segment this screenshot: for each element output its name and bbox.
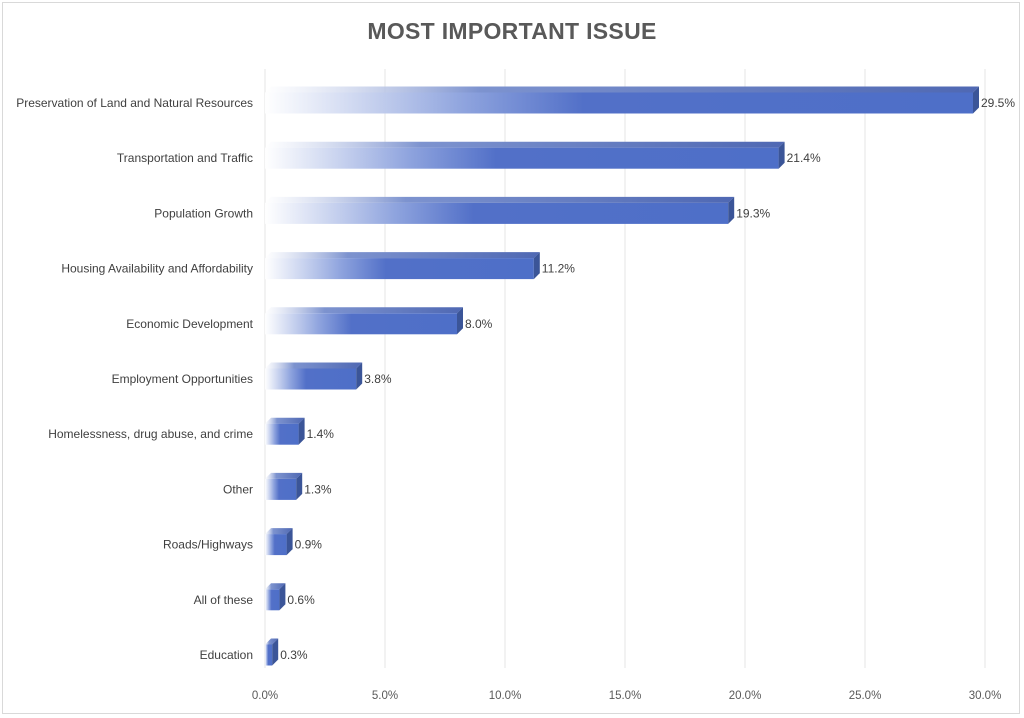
data-label: 19.3% (736, 206, 770, 220)
data-label: 29.5% (981, 96, 1015, 110)
data-label: 0.9% (295, 538, 323, 552)
bar-chart: MOST IMPORTANT ISSUE 29.5% 21.4% 19.3% 11.2… (16, 18, 1015, 702)
bar (265, 534, 287, 556)
bar (265, 478, 297, 500)
bar (265, 313, 457, 335)
bar-end-face (356, 362, 363, 390)
data-label: 8.0% (465, 317, 493, 331)
gridlines (264, 69, 986, 668)
x-tick-label: 20.0% (729, 690, 762, 702)
category-labels: Preservation of Land and Natural Resourc… (16, 96, 253, 662)
x-tick-label: 5.0% (372, 690, 398, 702)
bar-top-face (265, 141, 785, 148)
x-tick-label: 0.0% (252, 690, 278, 702)
bar (265, 423, 299, 445)
bar-end-face (279, 583, 286, 611)
category-label: Population Growth (154, 206, 253, 220)
data-label: 3.8% (364, 372, 392, 386)
bar-end-face (533, 252, 540, 280)
x-tick-label: 30.0% (969, 690, 1002, 702)
x-axis-ticks: 0.0% 5.0% 10.0% 15.0% 20.0% 25.0% 30.0% (252, 690, 1001, 702)
bar (265, 589, 280, 611)
bar (265, 147, 779, 169)
bar-end-face (296, 472, 303, 500)
bar-end-face (272, 638, 279, 666)
data-label: 21.4% (787, 151, 821, 165)
bar-top-face (265, 472, 303, 479)
bar-end-face (778, 141, 785, 169)
data-label: 0.6% (287, 593, 315, 607)
bar-top-face (265, 583, 286, 590)
data-label: 0.3% (280, 648, 308, 662)
bar-end-face (457, 307, 463, 335)
bar-top-face (265, 417, 305, 424)
data-label: 11.2% (542, 262, 575, 276)
bar-top-face (265, 252, 540, 259)
chart-title: MOST IMPORTANT ISSUE (367, 18, 656, 44)
category-label: Housing Availability and Affordability (61, 262, 253, 276)
x-tick-label: 25.0% (849, 690, 882, 702)
bar-end-face (728, 196, 735, 224)
bar-end-face (298, 417, 305, 445)
category-label: Other (223, 482, 253, 496)
bar-top-face (265, 196, 735, 203)
bar (265, 92, 973, 114)
x-tick-label: 15.0% (609, 690, 642, 702)
bar (265, 644, 273, 666)
category-label: Education (200, 648, 253, 662)
bar-top-face (265, 362, 363, 369)
category-label: Preservation of Land and Natural Resourc… (16, 96, 253, 110)
bars: 29.5% 21.4% 19.3% 11.2% 8.0% 3.8% 1.4% 1.3% 0.9%… (265, 86, 1015, 666)
category-label: Roads/Highways (163, 538, 253, 552)
category-label: Transportation and Traffic (117, 151, 253, 165)
category-label: Employment Opportunities (112, 372, 253, 386)
category-label: All of these (194, 593, 254, 607)
bar (265, 258, 534, 280)
bar-top-face (265, 638, 279, 645)
data-label: 1.3% (304, 482, 332, 496)
bar-end-face (973, 86, 979, 114)
bar-top-face (265, 307, 463, 314)
bar (265, 368, 357, 390)
bar (265, 202, 729, 224)
category-label: Economic Development (126, 317, 253, 331)
bar-end-face (286, 528, 293, 556)
bar-top-face (265, 528, 293, 535)
category-label: Homelessness, drug abuse, and crime (48, 427, 253, 441)
x-tick-label: 10.0% (489, 690, 522, 702)
data-label: 1.4% (307, 427, 335, 441)
bar-top-face (265, 86, 979, 93)
